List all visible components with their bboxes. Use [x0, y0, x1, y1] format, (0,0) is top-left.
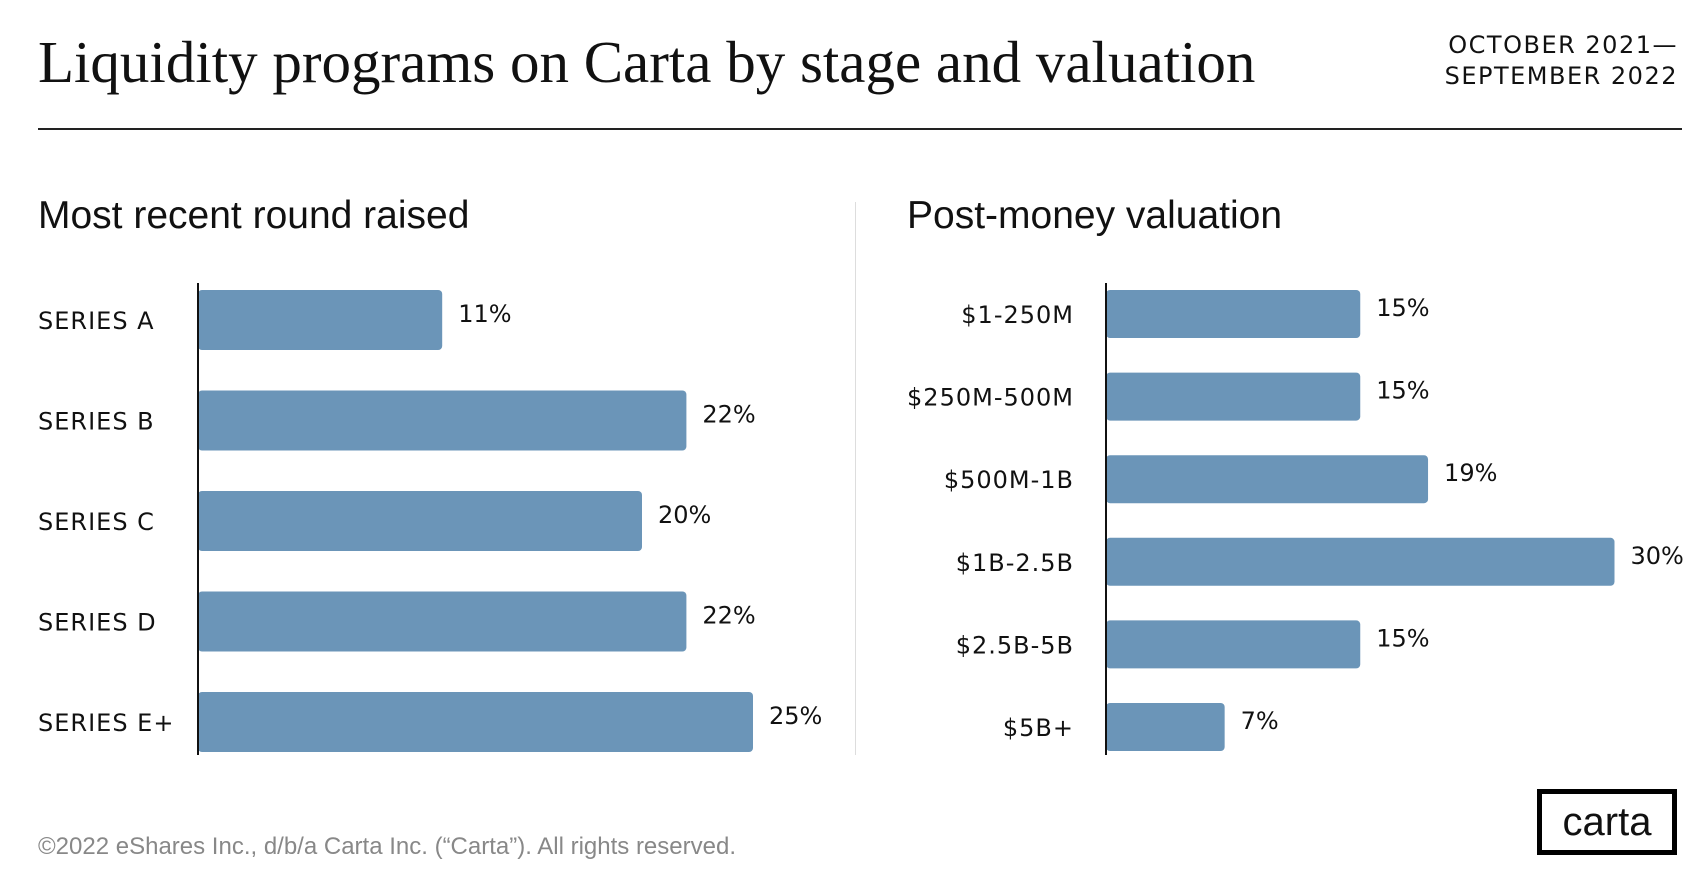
bar-0-0 [198, 290, 443, 350]
value-label: 15% [1376, 294, 1429, 322]
bar-1-5 [1106, 703, 1225, 751]
carta-logo: carta [1537, 789, 1677, 855]
chart-divider [855, 202, 856, 755]
bar-1-1 [1106, 372, 1361, 421]
value-label: 22% [702, 602, 755, 630]
date-line-2: SEPTEMBER 2022 [1444, 62, 1678, 90]
bar-0-3 [198, 591, 687, 652]
category-label: $5B+ [1003, 714, 1074, 742]
category-label: SERIES E+ [38, 709, 174, 737]
category-label: SERIES C [38, 508, 155, 536]
value-label: 25% [769, 702, 822, 730]
left-chart-title: Most recent round raised [38, 194, 470, 237]
value-label: 19% [1444, 459, 1497, 487]
bar-1-4 [1106, 620, 1361, 669]
category-label: $2.5B-5B [956, 631, 1074, 659]
page-title: Liquidity programs on Carta by stage and… [38, 29, 1256, 95]
date-line-1: OCTOBER 2021— [1448, 31, 1678, 59]
category-label: SERIES D [38, 609, 157, 637]
value-label: 11% [458, 300, 511, 328]
category-label: $250M-500M [907, 384, 1074, 412]
right-chart-title: Post-money valuation [907, 194, 1283, 237]
category-label: SERIES A [38, 307, 155, 335]
copyright-footer: ©2022 eShares Inc., d/b/a Carta Inc. (“C… [38, 833, 736, 860]
value-label: 22% [702, 401, 755, 429]
bar-1-0 [1106, 290, 1361, 338]
bar-0-1 [198, 390, 687, 451]
category-label: $500M-1B [944, 466, 1074, 494]
date-range: OCTOBER 2021— SEPTEMBER 2022 [1445, 30, 1678, 92]
header-rule [38, 128, 1682, 130]
value-label: 15% [1376, 377, 1429, 405]
value-label: 15% [1376, 624, 1429, 652]
value-label: 20% [658, 501, 711, 529]
category-label: $1-250M [961, 301, 1074, 329]
value-label: 30% [1631, 542, 1684, 570]
category-label: $1B-2.5B [956, 549, 1074, 577]
value-label: 7% [1241, 707, 1279, 735]
bar-0-4 [198, 692, 753, 752]
bar-0-2 [198, 491, 642, 551]
logo-text: carta [1562, 799, 1652, 844]
category-label: SERIES B [38, 408, 155, 436]
bar-1-3 [1106, 537, 1615, 586]
bar-1-2 [1106, 455, 1429, 504]
